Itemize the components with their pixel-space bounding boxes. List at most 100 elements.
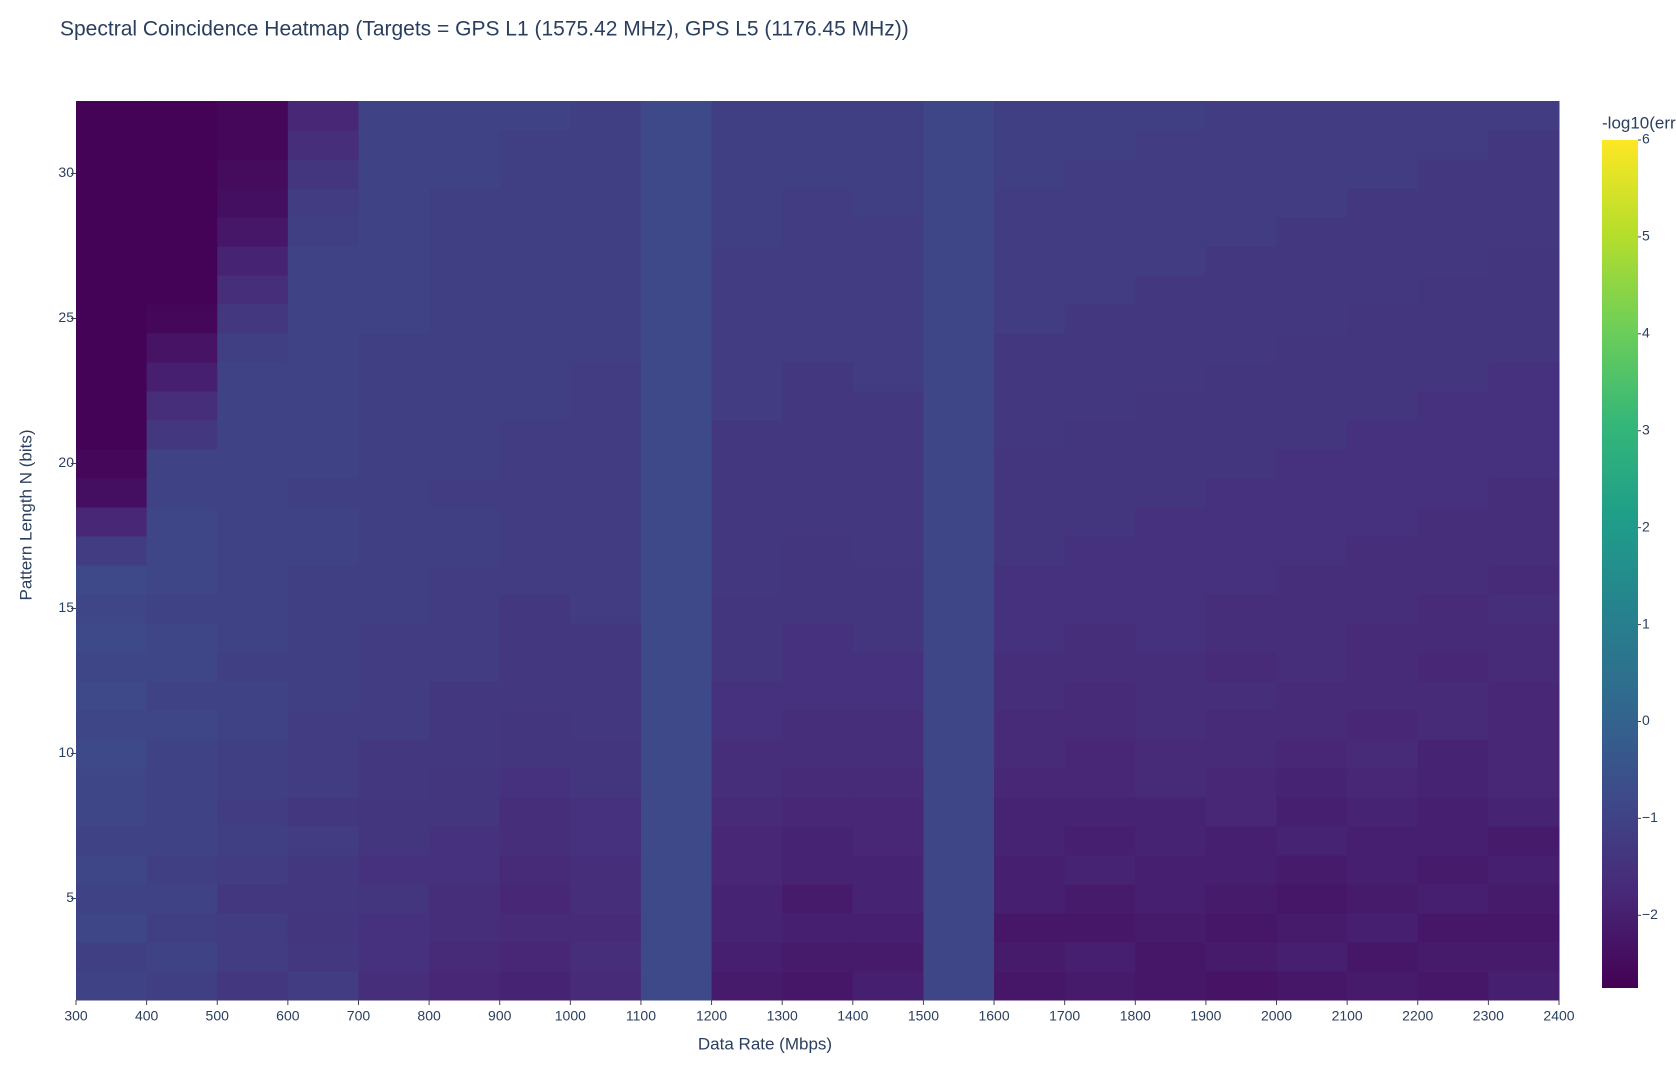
- heatmap-cell: [1276, 681, 1348, 711]
- heatmap-cell: [217, 681, 289, 711]
- colorbar-tick-label: −1: [1642, 809, 1658, 825]
- heatmap-cell: [287, 652, 359, 682]
- heatmap-cell: [1205, 797, 1278, 827]
- heatmap-cell: [782, 507, 854, 537]
- heatmap-cell: [1417, 797, 1489, 827]
- heatmap-cell: [1064, 594, 1136, 624]
- heatmap-cell: [1135, 768, 1207, 798]
- heatmap-cell: [1135, 101, 1207, 131]
- heatmap-cell: [711, 217, 783, 247]
- heatmap-cell: [217, 739, 289, 769]
- heatmap-cell: [1276, 797, 1348, 827]
- heatmap-cell: [217, 565, 289, 595]
- heatmap-cell: [570, 449, 642, 479]
- heatmap-cell: [287, 420, 359, 450]
- heatmap-cell: [1064, 797, 1136, 827]
- heatmap-cell: [711, 826, 783, 856]
- heatmap-cell: [287, 942, 359, 972]
- heatmap-cell: [499, 913, 571, 943]
- heatmap-cell: [570, 971, 642, 1001]
- heatmap-cell: [1488, 478, 1560, 508]
- heatmap-cell: [287, 362, 359, 392]
- heatmap-cell: [287, 246, 359, 276]
- heatmap-cell: [1205, 826, 1278, 856]
- heatmap-cell: [1276, 855, 1348, 885]
- heatmap-cell: [358, 449, 430, 479]
- heatmap-cell: [1347, 797, 1419, 827]
- heatmap-cell: [570, 362, 642, 392]
- y-tick-label: 30: [58, 164, 74, 180]
- heatmap-cell: [1064, 246, 1136, 276]
- heatmap-cell: [711, 391, 783, 421]
- heatmap-cell: [640, 826, 713, 856]
- heatmap-cell: [429, 565, 501, 595]
- heatmap-cell: [429, 275, 501, 305]
- heatmap-cell: [1488, 681, 1560, 711]
- heatmap-cell: [429, 768, 501, 798]
- x-tick-label: 1400: [837, 1008, 868, 1024]
- heatmap-cell: [499, 159, 571, 189]
- heatmap-cell: [358, 275, 430, 305]
- heatmap-cell: [1276, 478, 1348, 508]
- heatmap-cell: [217, 130, 289, 160]
- heatmap-cell: [711, 362, 783, 392]
- heatmap-cell: [570, 855, 642, 885]
- heatmap-cell: [287, 710, 359, 740]
- heatmap-cell: [358, 507, 430, 537]
- heatmap-cell: [1135, 536, 1207, 566]
- heatmap-cell: [76, 130, 148, 160]
- heatmap-cell: [76, 942, 148, 972]
- heatmap-cell: [1135, 391, 1207, 421]
- heatmap-cell: [994, 913, 1066, 943]
- heatmap-cell: [217, 188, 289, 218]
- x-tick-label: 1500: [908, 1008, 939, 1024]
- heatmap-cell: [358, 217, 430, 247]
- heatmap-cell: [923, 362, 995, 392]
- heatmap-cell: [923, 710, 995, 740]
- heatmap-cell: [429, 391, 501, 421]
- heatmap-cell: [852, 420, 924, 450]
- heatmap-cell: [782, 681, 854, 711]
- heatmap-cell: [1417, 536, 1489, 566]
- heatmap-cell: [217, 333, 289, 363]
- heatmap-cell: [1347, 333, 1419, 363]
- heatmap-cell: [287, 971, 359, 1001]
- heatmap-cell: [76, 623, 148, 653]
- heatmap-cell: [499, 681, 571, 711]
- heatmap-cell: [1347, 681, 1419, 711]
- heatmap-cell: [1347, 739, 1419, 769]
- heatmap-cell: [1488, 855, 1560, 885]
- heatmap-cell: [1205, 449, 1278, 479]
- heatmap-cell: [782, 942, 854, 972]
- heatmap-cell: [429, 884, 501, 914]
- heatmap-cell: [640, 275, 713, 305]
- heatmap-cell: [1417, 246, 1489, 276]
- heatmap-cell: [1347, 536, 1419, 566]
- heatmap-cell: [640, 217, 713, 247]
- heatmap-cell: [1417, 130, 1489, 160]
- heatmap-cell: [711, 884, 783, 914]
- heatmap-cell: [711, 304, 783, 334]
- heatmap-cell: [1135, 826, 1207, 856]
- heatmap-cell: [994, 217, 1066, 247]
- heatmap-cell: [358, 623, 430, 653]
- heatmap-cell: [1488, 884, 1560, 914]
- heatmap-cell: [499, 130, 571, 160]
- heatmap-cell: [358, 884, 430, 914]
- heatmap-cell: [76, 913, 148, 943]
- heatmap-cell: [217, 826, 289, 856]
- heatmap-cell: [358, 594, 430, 624]
- heatmap-cell: [1347, 246, 1419, 276]
- heatmap-cell: [76, 565, 148, 595]
- heatmap-cell: [570, 594, 642, 624]
- heatmap-cell: [1205, 681, 1278, 711]
- heatmap-cell: [570, 565, 642, 595]
- x-tick-label: 2300: [1473, 1008, 1504, 1024]
- heatmap-cell: [852, 971, 924, 1001]
- heatmap-cell: [923, 420, 995, 450]
- heatmap-cell: [570, 159, 642, 189]
- heatmap-cell: [1347, 942, 1419, 972]
- heatmap-cell: [1276, 971, 1348, 1001]
- heatmap-cell: [358, 855, 430, 885]
- heatmap-cell: [782, 159, 854, 189]
